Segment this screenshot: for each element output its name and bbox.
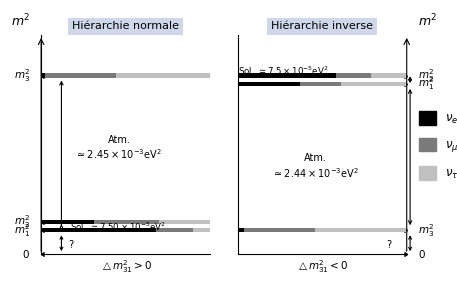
Bar — [41, 220, 94, 224]
Text: $m^2$: $m^2$ — [418, 13, 437, 29]
Bar — [117, 73, 210, 78]
Title: Hiérarchie inverse: Hiérarchie inverse — [271, 22, 373, 32]
Text: ?: ? — [387, 239, 392, 250]
Bar — [238, 73, 336, 78]
Text: $m_2^2$: $m_2^2$ — [418, 67, 434, 84]
Text: Sol. $\simeq 7.50 \times 10^{-5}$eV$^2$: Sol. $\simeq 7.50 \times 10^{-5}$eV$^2$ — [70, 221, 166, 234]
Text: $m_2^2$: $m_2^2$ — [14, 213, 30, 230]
Text: $m_1^2$: $m_1^2$ — [418, 75, 434, 92]
Title: Hiérarchie normale: Hiérarchie normale — [72, 22, 179, 32]
Bar — [41, 73, 45, 78]
Text: $0$: $0$ — [418, 248, 426, 260]
Bar — [300, 82, 341, 86]
X-axis label: $\triangle m^2_{31} > 0$: $\triangle m^2_{31} > 0$ — [100, 258, 152, 275]
Bar — [159, 220, 210, 224]
Text: ?: ? — [68, 240, 73, 250]
Text: $m_3^2$: $m_3^2$ — [14, 67, 30, 84]
Text: Atm.
$\simeq 2.45 \times 10^{-3}$eV$^2$: Atm. $\simeq 2.45 \times 10^{-3}$eV$^2$ — [75, 135, 162, 161]
Bar — [156, 228, 193, 232]
Bar — [341, 82, 407, 86]
Bar — [94, 220, 159, 224]
Text: Atm.
$\simeq 2.44 \times 10^{-3}$eV$^2$: Atm. $\simeq 2.44 \times 10^{-3}$eV$^2$ — [272, 154, 359, 180]
Text: $m^2$: $m^2$ — [11, 13, 30, 29]
Bar — [336, 73, 371, 78]
Bar — [238, 228, 244, 232]
Text: $m_1^2$: $m_1^2$ — [14, 222, 30, 239]
Bar — [244, 228, 315, 232]
Bar — [315, 228, 407, 232]
Text: $0$: $0$ — [22, 248, 30, 260]
Bar — [45, 73, 117, 78]
Legend: $\nu_e$, $\nu_\mu$, $\nu_\tau$: $\nu_e$, $\nu_\mu$, $\nu_\tau$ — [420, 111, 457, 181]
Text: Sol. $\simeq 7.5 \times 10^{-5}$eV$^2$: Sol. $\simeq 7.5 \times 10^{-5}$eV$^2$ — [238, 65, 328, 77]
Bar — [371, 73, 407, 78]
X-axis label: $\triangle m^2_{31} < 0$: $\triangle m^2_{31} < 0$ — [296, 258, 348, 275]
Text: $m_3^2$: $m_3^2$ — [418, 222, 434, 239]
Bar — [41, 228, 156, 232]
Bar — [193, 228, 210, 232]
Bar — [238, 82, 300, 86]
